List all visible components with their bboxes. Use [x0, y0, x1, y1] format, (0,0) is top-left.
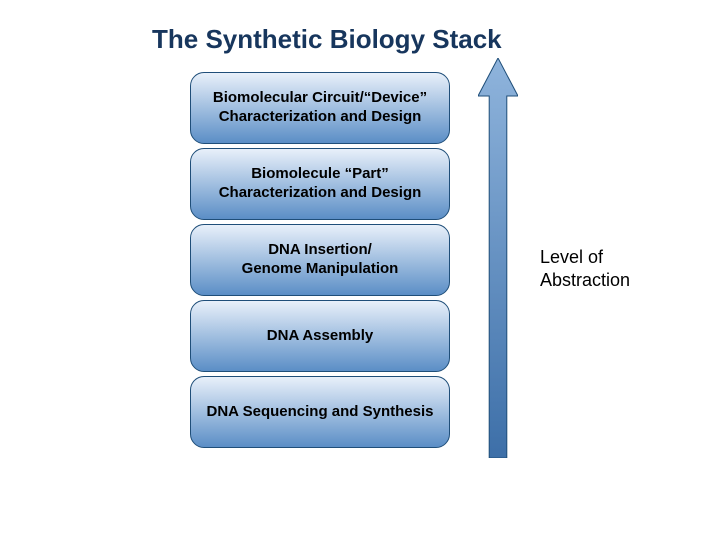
stack-box-0-line1: Biomolecular Circuit/“Device”: [213, 89, 427, 108]
arrow-up-icon: [478, 58, 518, 458]
page-title: The Synthetic Biology Stack: [152, 24, 502, 55]
abstraction-caption: Level of Abstraction: [540, 246, 630, 291]
stack-box-1: Biomolecule “Part” Characterization and …: [190, 148, 450, 220]
abstraction-arrow: [478, 58, 518, 458]
stack-diagram: Biomolecular Circuit/“Device” Characteri…: [190, 72, 450, 448]
stack-box-2-line2: Genome Manipulation: [242, 260, 399, 279]
stack-box-3: DNA Assembly: [190, 300, 450, 372]
stack-box-0-line2: Characterization and Design: [219, 108, 422, 127]
stack-box-4-line1: DNA Sequencing and Synthesis: [207, 403, 434, 422]
abstraction-caption-line2: Abstraction: [540, 270, 630, 290]
stack-box-2: DNA Insertion/ Genome Manipulation: [190, 224, 450, 296]
stack-box-3-line1: DNA Assembly: [267, 327, 373, 346]
stack-box-0: Biomolecular Circuit/“Device” Characteri…: [190, 72, 450, 144]
stack-box-1-line1: Biomolecule “Part”: [251, 165, 389, 184]
stack-box-4: DNA Sequencing and Synthesis: [190, 376, 450, 448]
slide: The Synthetic Biology Stack Biomolecular…: [0, 0, 720, 540]
stack-box-2-line1: DNA Insertion/: [268, 241, 372, 260]
stack-box-1-line2: Characterization and Design: [219, 184, 422, 203]
abstraction-caption-line1: Level of: [540, 247, 603, 267]
